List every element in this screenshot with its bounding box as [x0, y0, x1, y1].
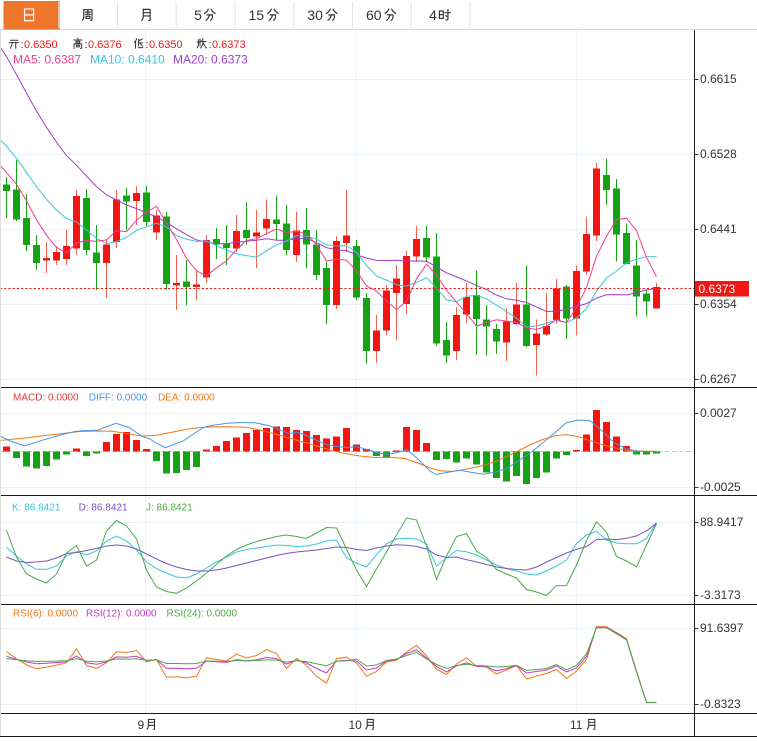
svg-text::: : [85, 39, 88, 51]
svg-text:91.6397: 91.6397 [700, 621, 744, 635]
svg-text:0.6615: 0.6615 [700, 72, 737, 86]
svg-text:0.6373: 0.6373 [212, 39, 246, 51]
svg-text:MACD: 0.0000: MACD: 0.0000 [13, 393, 79, 404]
svg-text::: : [21, 39, 24, 51]
svg-text:-3.3173: -3.3173 [700, 588, 741, 602]
svg-text:DIFF: 0.0000: DIFF: 0.0000 [89, 393, 148, 404]
svg-text:0.6267: 0.6267 [700, 372, 737, 386]
svg-text:MA10: 0.6410: MA10: 0.6410 [90, 53, 165, 67]
svg-text:0.6441: 0.6441 [700, 222, 737, 236]
svg-text:15: 15 [249, 7, 265, 23]
svg-text:9: 9 [138, 718, 145, 732]
svg-text:5: 5 [194, 7, 202, 23]
svg-text:-0.0025: -0.0025 [700, 480, 741, 494]
svg-text:RSI(12): 0.0000: RSI(12): 0.0000 [86, 609, 157, 620]
svg-text:88.9417: 88.9417 [700, 515, 744, 529]
svg-text:D: 86.8421: D: 86.8421 [79, 503, 128, 514]
svg-text:MA5: 0.6387: MA5: 0.6387 [13, 53, 81, 67]
svg-text:MA20: 0.6373: MA20: 0.6373 [173, 53, 248, 67]
svg-text:0.6350: 0.6350 [24, 39, 58, 51]
svg-text:K: 86.8421: K: 86.8421 [12, 503, 61, 514]
svg-text:-0.8323: -0.8323 [700, 697, 741, 711]
svg-text:0.6528: 0.6528 [700, 147, 737, 161]
svg-text:RSI(6): 0.0000: RSI(6): 0.0000 [13, 609, 78, 620]
svg-text:0.6354: 0.6354 [700, 297, 737, 311]
svg-text::: : [209, 39, 212, 51]
svg-text:0.6376: 0.6376 [88, 39, 122, 51]
svg-text:11: 11 [570, 718, 583, 732]
svg-text:0.0027: 0.0027 [700, 406, 737, 420]
svg-text:0.6373: 0.6373 [699, 282, 736, 296]
svg-text:J: 86.8421: J: 86.8421 [146, 503, 193, 514]
svg-text::: : [146, 39, 149, 51]
svg-text:0.6350: 0.6350 [149, 39, 183, 51]
svg-text:30: 30 [307, 7, 323, 23]
svg-text:DEA: 0.0000: DEA: 0.0000 [158, 393, 215, 404]
svg-text:60: 60 [366, 7, 382, 23]
svg-text:RSI(24): 0.0000: RSI(24): 0.0000 [167, 609, 238, 620]
svg-text:10: 10 [349, 718, 363, 732]
svg-text:4: 4 [429, 7, 437, 23]
